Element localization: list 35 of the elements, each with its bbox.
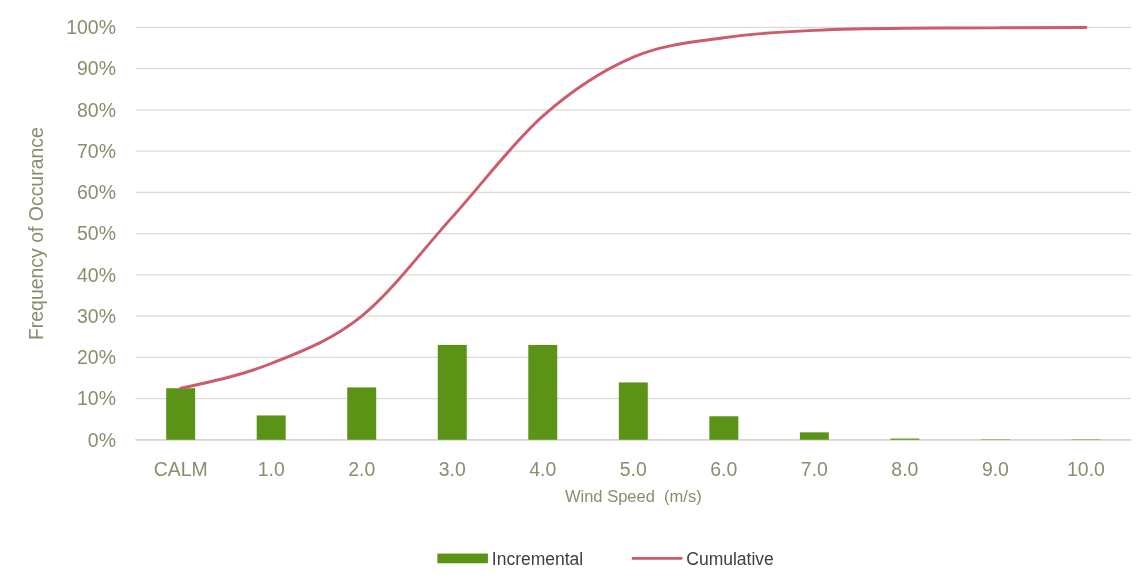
x-tick-label: 7.0 bbox=[800, 457, 829, 480]
bar bbox=[166, 388, 196, 440]
y-tick-label: 0% bbox=[87, 428, 116, 451]
y-tick-label: 60% bbox=[77, 181, 116, 204]
legend-label: Incremental bbox=[491, 548, 584, 569]
bar bbox=[799, 432, 829, 440]
y-tick-label: 20% bbox=[77, 346, 116, 369]
bar bbox=[347, 387, 377, 440]
x-tick-label: 8.0 bbox=[891, 457, 919, 480]
x-tick-label: 2.0 bbox=[348, 457, 376, 480]
y-tick-label: 30% bbox=[77, 304, 116, 327]
x-tick-label: 9.0 bbox=[981, 457, 1010, 480]
x-tick-label: 3.0 bbox=[438, 457, 466, 480]
bar bbox=[709, 416, 739, 440]
x-tick-label: CALM bbox=[153, 457, 208, 480]
y-tick-label: 90% bbox=[77, 57, 116, 80]
y-tick-label: 100% bbox=[66, 16, 116, 39]
y-tick-label: 70% bbox=[77, 139, 116, 162]
bar bbox=[618, 382, 648, 440]
x-axis-title: Wind Speed (m/s) bbox=[564, 487, 702, 507]
bar bbox=[256, 415, 286, 440]
x-tick-label: 1.0 bbox=[257, 457, 285, 480]
y-axis-title: Frequency of Occurance bbox=[25, 127, 48, 341]
x-tick-label: 6.0 bbox=[710, 457, 738, 480]
y-tick-label: 10% bbox=[77, 387, 116, 410]
y-tick-label: 80% bbox=[77, 98, 116, 121]
x-tick-label: 5.0 bbox=[619, 457, 647, 480]
line-series bbox=[179, 25, 1088, 390]
y-tick-label: 40% bbox=[77, 263, 116, 286]
y-tick-label: 50% bbox=[77, 222, 116, 245]
x-tick-label: 10.0 bbox=[1067, 457, 1106, 480]
x-tick-label: 4.0 bbox=[529, 457, 557, 480]
legend-label: Cumulative bbox=[686, 548, 774, 569]
bar bbox=[528, 344, 558, 440]
bar bbox=[437, 344, 467, 440]
